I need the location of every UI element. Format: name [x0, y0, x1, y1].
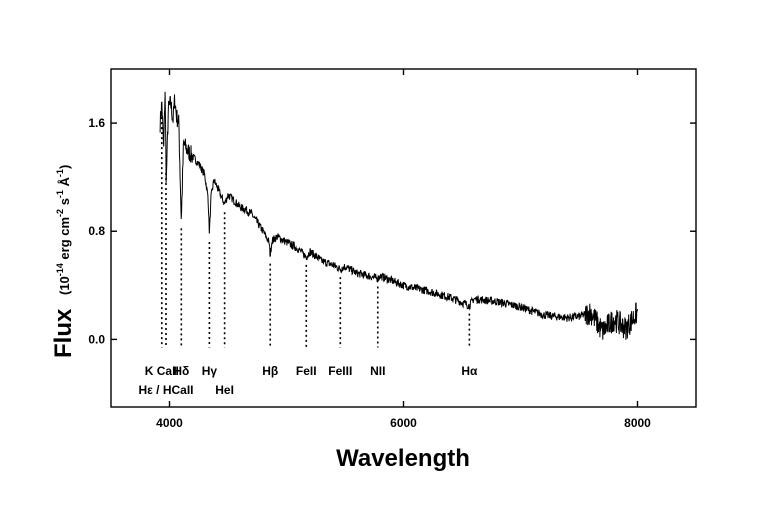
plot-frame	[110, 68, 697, 408]
line-id-label: FeIII	[328, 364, 352, 378]
line-id-label: Hβ	[262, 364, 278, 378]
y-tick-label: 0.8	[88, 224, 105, 238]
x-tick-label: 6000	[390, 416, 417, 430]
line-id-markers	[160, 112, 471, 348]
line-id-label: K CaII	[145, 364, 179, 378]
y-axis-label-group: Flux (10-14 erg cm-2 s-1 Å-1)	[50, 165, 77, 358]
line-id-label: NII	[370, 364, 385, 378]
line-id-label: Hα	[461, 364, 478, 378]
line-id-label: FeII	[296, 364, 317, 378]
y-tick-label: 0.0	[88, 332, 105, 346]
x-tick-label: 8000	[624, 416, 651, 430]
y-axis-label: Flux	[50, 308, 77, 358]
x-tick-label: 4000	[156, 416, 183, 430]
y-axis-unit: (10-14 erg cm-2 s-1 Å-1)	[55, 165, 72, 295]
spectrum-line	[159, 91, 638, 340]
line-id-labels: K CaII Hε / HCaII Hδ Hγ HeI Hβ FeII FeIII NII Hα	[138, 364, 478, 397]
y-tick-label: 1.6	[88, 116, 105, 130]
line-id-label: HeI	[215, 383, 234, 397]
y-axis-ticks: 0.0 0.8 1.6	[88, 116, 696, 346]
line-id-label: Hδ	[173, 364, 189, 378]
x-axis-ticks: 4000 6000 8000	[156, 69, 651, 430]
x-axis-label: Wavelength	[336, 445, 470, 472]
line-id-label: Hγ	[202, 364, 218, 378]
line-id-label: Hε / HCaII	[138, 383, 193, 397]
